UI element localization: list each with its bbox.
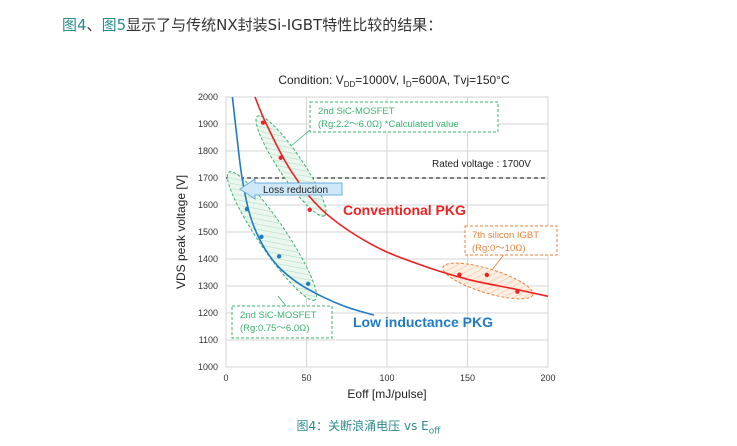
- sic-top-line1: 2nd SiC-MOSFET: [318, 106, 395, 117]
- data-points: [244, 120, 520, 294]
- igbt-line2: (Rg:0～10Ω): [472, 243, 526, 254]
- conventional-point: [278, 155, 283, 160]
- intro-text: 图4、图5显示了与传统NX封装Si-IGBT特性比较的结果：: [62, 14, 442, 35]
- loss-reduction-label: Loss reduction: [263, 185, 328, 196]
- figure-5-link[interactable]: 图5: [101, 16, 127, 34]
- conventional-pkg-label: Conventional PKG: [343, 202, 466, 218]
- low-inductance-pkg-label: Low inductance PKG: [353, 314, 493, 330]
- x-tick-labels: 0 50 100 150 200: [223, 373, 555, 383]
- low-inductance-point: [244, 206, 250, 212]
- caption-subscript: off: [428, 426, 441, 437]
- y-tick-label: 1100: [199, 335, 218, 345]
- chart-title: Condition: VDD=1000V, ID=600A, Tvj=150°C: [278, 73, 510, 89]
- x-tick-label: 150: [460, 373, 475, 383]
- y-tick-label: 1300: [198, 281, 218, 291]
- sic-top-annotation: 2nd SiC-MOSFET (Rg:2.2～6.0Ω) *Calculated…: [290, 101, 499, 147]
- y-tick-label: 1000: [198, 362, 218, 372]
- y-tick-labels: 1000 1100 1200 1300 1400 1500 1600 1700 1800 1900…: [198, 92, 218, 372]
- conventional-point: [515, 289, 520, 294]
- igbt-highlight: [442, 262, 534, 300]
- loss-reduction-arrow: Loss reduction: [239, 178, 343, 200]
- caption-text: 图4：关断浪涌电压 vs E: [296, 419, 429, 433]
- sic-bottom-line1: 2nd SiC-MOSFET: [240, 310, 317, 321]
- sic-top-line2: (Rg:2.2～6.0Ω) *Calculated value: [318, 119, 459, 130]
- conventional-point: [457, 272, 462, 277]
- x-tick-label: 200: [540, 373, 555, 383]
- y-tick-label: 1500: [198, 227, 218, 237]
- conventional-point: [484, 272, 490, 278]
- intro-separator: 、: [86, 16, 102, 34]
- conventional-curve: [254, 96, 549, 298]
- y-tick-label: 1800: [198, 146, 218, 156]
- igbt-annotation: 7th silicon IGBT (Rg:0～10Ω): [464, 225, 558, 271]
- figure-caption: 图4：关断浪涌电压 vs Eoff: [0, 417, 737, 436]
- rated-voltage-label: Rated voltage : 1700V: [432, 159, 531, 170]
- y-tick-label: 1700: [198, 173, 218, 183]
- sic-bottom-highlight: [226, 171, 318, 301]
- y-tick-label: 2000: [198, 92, 218, 102]
- y-tick-label: 1900: [198, 119, 218, 129]
- intro-body: 显示了与传统NX封装Si-IGBT特性比较的结果：: [126, 16, 443, 34]
- igbt-line1: 7th silicon IGBT: [472, 230, 539, 241]
- low-inductance-point: [305, 281, 311, 287]
- low-inductance-point: [276, 254, 282, 259]
- gridlines: [225, 96, 549, 368]
- x-axis-label: Eoff [mJ/pulse]: [347, 387, 426, 401]
- conventional-point: [307, 207, 312, 213]
- y-tick-label: 1600: [198, 200, 218, 210]
- sic-bottom-line2: (Rg:0.75～6.0Ω): [240, 323, 309, 334]
- y-tick-label: 1400: [198, 254, 218, 264]
- y-axis-label: VDS peak voltage [V]: [174, 175, 188, 289]
- x-tick-label: 100: [379, 373, 394, 383]
- x-tick-label: 50: [301, 373, 311, 383]
- x-tick-label: 0: [223, 373, 228, 383]
- figure-4-link[interactable]: 图4: [62, 16, 87, 34]
- conventional-point: [260, 120, 266, 125]
- sic-bottom-annotation: 2nd SiC-MOSFET (Rg:0.75～6.0Ω): [231, 295, 333, 339]
- low-inductance-curve: [231, 96, 375, 316]
- low-inductance-point: [259, 234, 264, 240]
- y-tick-label: 1200: [198, 308, 218, 318]
